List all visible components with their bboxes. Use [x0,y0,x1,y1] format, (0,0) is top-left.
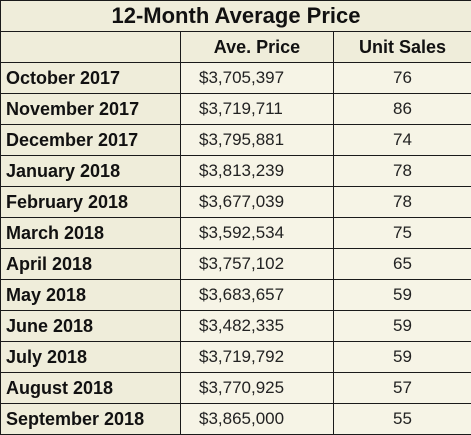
table-title: 12-Month Average Price [1,1,471,32]
unit-sales-cell: 59 [334,280,471,311]
sales-column-header: Unit Sales [334,32,471,63]
unit-sales-cell: 74 [334,125,471,156]
average-price-cell: $3,677,039 [181,187,334,218]
unit-sales-cell: 78 [334,187,471,218]
unit-sales-cell: 59 [334,311,471,342]
month-column-header [1,32,181,63]
average-price-cell: $3,757,102 [181,249,334,280]
average-price-cell: $3,770,925 [181,373,334,404]
average-price-cell: $3,705,397 [181,63,334,94]
month-cell: October 2017 [1,63,181,94]
average-price-cell: $3,683,657 [181,280,334,311]
unit-sales-cell: 65 [334,249,471,280]
average-price-cell: $3,813,239 [181,156,334,187]
month-cell: May 2018 [1,280,181,311]
month-cell: December 2017 [1,125,181,156]
price-column-header: Ave. Price [181,32,334,63]
price-table-sheet: 12-Month Average Price Ave. Price Unit S… [0,0,471,421]
month-cell: September 2018 [1,404,181,435]
month-cell: June 2018 [1,311,181,342]
average-price-cell: $3,795,881 [181,125,334,156]
month-cell: August 2018 [1,373,181,404]
average-price-cell: $3,482,335 [181,311,334,342]
unit-sales-cell: 59 [334,342,471,373]
average-price-cell: $3,719,792 [181,342,334,373]
unit-sales-cell: 76 [334,63,471,94]
title-row: 12-Month Average Price [1,1,471,32]
unit-sales-cell: 86 [334,94,471,125]
unit-sales-cell: 55 [334,404,471,435]
month-cell: April 2018 [1,249,181,280]
month-cell: January 2018 [1,156,181,187]
month-cell: November 2017 [1,94,181,125]
header-row: Ave. Price Unit Sales [1,32,471,63]
unit-sales-cell: 78 [334,156,471,187]
average-price-cell: $3,719,711 [181,94,334,125]
unit-sales-cell: 75 [334,218,471,249]
average-price-cell: $3,865,000 [181,404,334,435]
month-cell: March 2018 [1,218,181,249]
month-cell: February 2018 [1,187,181,218]
month-cell: July 2018 [1,342,181,373]
unit-sales-cell: 57 [334,373,471,404]
average-price-cell: $3,592,534 [181,218,334,249]
